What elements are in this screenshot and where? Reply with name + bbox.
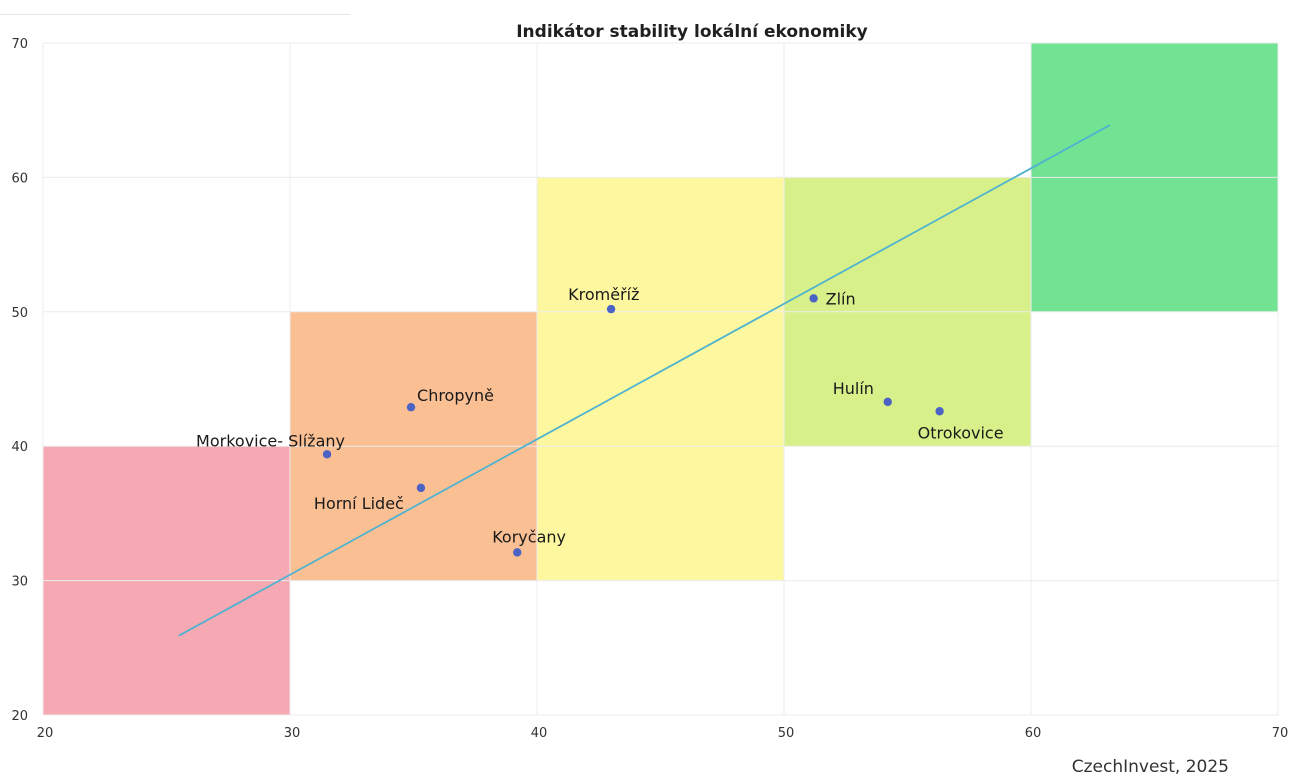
data-point-label: Morkovice- Slížany xyxy=(196,431,345,450)
zone-3 xyxy=(537,177,784,581)
y-tick-label: 60 xyxy=(11,171,28,186)
y-tick-label: 40 xyxy=(11,440,28,455)
grid-layer xyxy=(42,42,1279,716)
x-tick-label: 30 xyxy=(284,726,301,741)
chart-title: Indikátor stability lokální ekonomiky xyxy=(516,22,868,42)
data-point xyxy=(935,407,944,416)
trendline xyxy=(178,124,1111,637)
data-point xyxy=(883,397,892,407)
data-point xyxy=(606,304,616,314)
points-layer: Kroměříž Zlín Chropyně Hulín Otrokovice Morko… xyxy=(196,285,1004,557)
y-tick-label: 20 xyxy=(11,709,28,724)
data-point-label: Chropyně xyxy=(417,386,494,405)
zones-layer xyxy=(43,43,1278,715)
data-point-label: Koryčany xyxy=(492,527,566,546)
data-point xyxy=(513,548,522,557)
x-tick-label: 60 xyxy=(1025,726,1042,741)
data-point-label: Horní Lideč xyxy=(314,494,404,513)
data-point-label: Kroměříž xyxy=(568,285,639,304)
x-tick-label: 20 xyxy=(37,726,54,741)
ticks-layer: 20 30 40 50 60 70 20 30 40 50 60 70 xyxy=(11,37,1288,741)
data-point xyxy=(809,294,818,303)
y-tick-label: 50 xyxy=(11,306,28,321)
data-point-label: Otrokovice xyxy=(918,423,1004,442)
data-point xyxy=(416,483,426,493)
data-point xyxy=(322,450,332,459)
data-point-label: Hulín xyxy=(833,379,874,398)
data-point xyxy=(406,403,416,412)
data-point-label: Zlín xyxy=(826,289,856,308)
top-divider xyxy=(0,14,350,15)
x-tick-label: 70 xyxy=(1272,726,1289,741)
x-tick-label: 50 xyxy=(778,726,795,741)
y-tick-label: 70 xyxy=(11,37,28,52)
source-credit: CzechInvest, 2025 xyxy=(1071,757,1229,777)
y-tick-label: 30 xyxy=(11,575,28,590)
x-tick-label: 40 xyxy=(531,726,548,741)
trendline-layer xyxy=(178,124,1111,637)
